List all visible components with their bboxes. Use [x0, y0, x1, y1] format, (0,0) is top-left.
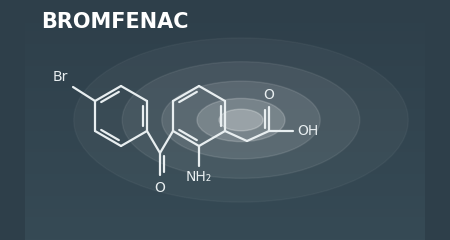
Text: Br: Br [53, 70, 68, 84]
Ellipse shape [162, 81, 320, 159]
Text: BROMFENAC: BROMFENAC [41, 12, 189, 32]
Text: O: O [154, 181, 166, 195]
Text: NH₂: NH₂ [186, 170, 212, 184]
Text: O: O [264, 88, 274, 102]
Text: OH: OH [297, 124, 318, 138]
Ellipse shape [219, 109, 263, 131]
Ellipse shape [122, 62, 360, 178]
Ellipse shape [197, 98, 285, 142]
